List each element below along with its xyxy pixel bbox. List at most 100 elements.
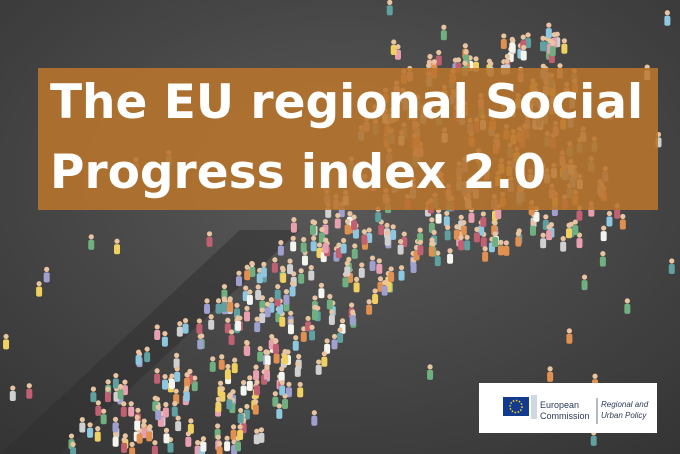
figure: [401, 231, 408, 248]
figure: [112, 416, 119, 433]
figure: [208, 314, 215, 330]
figure: [117, 383, 124, 400]
figure: [276, 403, 283, 419]
figure: [88, 234, 95, 250]
figure: [79, 416, 86, 433]
figure: [174, 366, 181, 382]
figure: [443, 210, 450, 227]
figure: [547, 366, 554, 382]
figure: [664, 10, 671, 26]
figure: [237, 407, 244, 424]
figure: [297, 381, 304, 398]
figure: [444, 224, 451, 241]
figure: [253, 364, 260, 381]
figure: [321, 351, 328, 367]
figure: [135, 349, 142, 366]
figure: [318, 282, 325, 299]
figure: [272, 338, 279, 354]
figure: [191, 375, 198, 392]
figure: [162, 373, 169, 390]
figure: [285, 381, 292, 398]
figure: [171, 401, 178, 417]
figure: [566, 222, 573, 239]
figure: [624, 298, 631, 314]
figure: [144, 346, 151, 363]
figure: [187, 418, 194, 434]
figure: [331, 333, 338, 350]
figure: [277, 239, 284, 256]
figure: [351, 243, 358, 259]
logo: European Commission Regional and Urban P…: [479, 383, 657, 433]
figure: [246, 375, 253, 391]
figure: [200, 436, 207, 452]
figure: [294, 361, 301, 377]
figure: [9, 385, 16, 402]
figure: [366, 227, 373, 244]
figure: [185, 431, 192, 447]
figure: [274, 283, 281, 300]
figure: [259, 307, 266, 324]
figure: [309, 324, 316, 341]
figure: [619, 213, 626, 230]
figure: [94, 426, 101, 442]
figure: [151, 440, 158, 454]
figure: [36, 281, 43, 297]
figure: [112, 431, 119, 447]
figure: [26, 383, 33, 399]
figure: [204, 298, 211, 314]
figure: [243, 403, 250, 420]
figure: [112, 372, 119, 389]
figure: [500, 33, 507, 49]
figure: [435, 207, 442, 224]
figure: [344, 260, 351, 277]
figure: [235, 315, 242, 331]
figure: [235, 270, 242, 287]
figure: [397, 238, 404, 255]
figure: [599, 251, 606, 267]
figure: [600, 225, 607, 242]
figure: [272, 391, 279, 407]
figure: [322, 218, 329, 235]
figure: [434, 250, 441, 267]
figure: [300, 236, 307, 253]
figure: [417, 239, 424, 256]
figure: [427, 364, 434, 380]
figure: [280, 267, 287, 283]
figure: [668, 258, 675, 274]
figure: [95, 400, 102, 416]
figure: [525, 32, 532, 48]
figure: [482, 246, 489, 262]
figure: [209, 356, 216, 372]
figure: [464, 234, 471, 251]
title-line: The EU regional Social: [50, 75, 643, 130]
figure: [128, 401, 135, 417]
figure: [230, 424, 237, 440]
figure: [351, 214, 358, 231]
logo-organization: Commission: [540, 411, 590, 421]
figure: [129, 441, 136, 454]
figure: [221, 296, 228, 312]
figure: [497, 239, 504, 256]
figure: [184, 372, 191, 388]
figure: [100, 408, 107, 425]
figure: [278, 366, 285, 382]
figure: [226, 393, 233, 410]
figure: [227, 296, 234, 312]
figure: [90, 386, 97, 403]
figure: [290, 217, 297, 233]
logo-organization: European: [540, 400, 579, 410]
figure: [253, 428, 260, 445]
figure: [376, 258, 383, 274]
figure: [264, 349, 271, 366]
figure: [440, 24, 447, 41]
figure: [561, 38, 568, 54]
figure: [309, 219, 316, 235]
eu-stars: [509, 399, 523, 414]
figure: [244, 264, 251, 281]
figure: [258, 427, 265, 443]
figure: [566, 328, 573, 344]
figure: [87, 422, 94, 438]
figure: [163, 427, 170, 444]
figure: [398, 265, 405, 281]
